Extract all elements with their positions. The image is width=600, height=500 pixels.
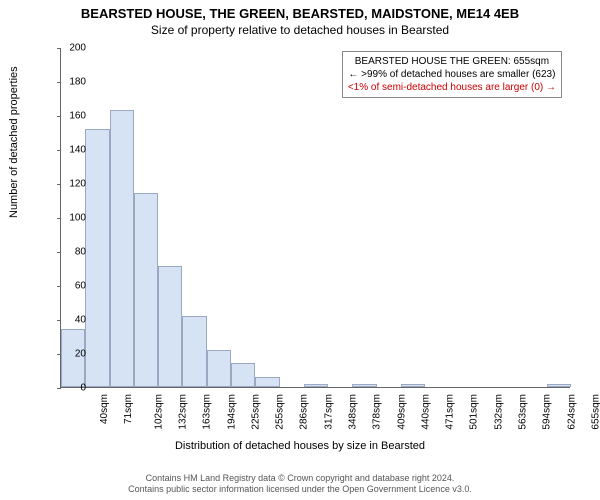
page-title: BEARSTED HOUSE, THE GREEN, BEARSTED, MAI…: [0, 0, 600, 21]
x-tick-label: 71sqm: [123, 394, 134, 424]
annotation-line-1: BEARSTED HOUSE THE GREEN: 655sqm: [348, 55, 556, 68]
x-tick-label: 594sqm: [542, 394, 553, 430]
x-tick-label: 471sqm: [445, 394, 456, 430]
chart-area: BEARSTED HOUSE THE GREEN: 655sqm ← >99% …: [60, 48, 570, 388]
x-tick-label: 501sqm: [469, 394, 480, 430]
x-tick-label: 194sqm: [226, 394, 237, 430]
x-tick-label: 409sqm: [396, 394, 407, 430]
histogram-bar: [352, 384, 376, 387]
x-tick-label: 440sqm: [420, 394, 431, 430]
histogram-bar: [134, 193, 158, 387]
histogram-bar: [182, 316, 206, 387]
subtitle: Size of property relative to detached ho…: [0, 23, 600, 37]
x-tick-label: 225sqm: [250, 394, 261, 430]
histogram-bar: [255, 377, 279, 387]
x-tick-label: 132sqm: [178, 394, 189, 430]
y-tick-label: 80: [56, 247, 86, 258]
y-tick-label: 140: [56, 145, 86, 156]
x-tick-label: 286sqm: [299, 394, 310, 430]
x-tick-label: 40sqm: [99, 394, 110, 424]
y-tick-label: 60: [56, 281, 86, 292]
y-tick-label: 120: [56, 179, 86, 190]
histogram-bar: [231, 363, 255, 387]
footer-line-2: Contains public sector information licen…: [0, 484, 600, 496]
annotation-line-2: ← >99% of detached houses are smaller (6…: [348, 68, 556, 81]
annotation-box: BEARSTED HOUSE THE GREEN: 655sqm ← >99% …: [342, 51, 562, 98]
x-tick-label: 163sqm: [202, 394, 213, 430]
histogram-bar: [401, 384, 425, 387]
x-tick-label: 532sqm: [493, 394, 504, 430]
histogram-bar: [158, 266, 182, 387]
x-tick-label: 624sqm: [566, 394, 577, 430]
histogram-bar: [547, 384, 571, 387]
y-tick-label: 160: [56, 111, 86, 122]
x-axis-label: Distribution of detached houses by size …: [0, 440, 600, 452]
annotation-line-3: <1% of semi-detached houses are larger (…: [348, 81, 556, 94]
y-tick-label: 200: [56, 43, 86, 54]
y-tick-label: 20: [56, 349, 86, 360]
histogram-bar: [304, 384, 328, 387]
footer: Contains HM Land Registry data © Crown c…: [0, 473, 600, 496]
x-tick-label: 317sqm: [323, 394, 334, 430]
x-tick-label: 563sqm: [518, 394, 529, 430]
y-tick-label: 40: [56, 315, 86, 326]
y-tick-label: 100: [56, 213, 86, 224]
y-tick-label: 0: [56, 383, 86, 394]
histogram-bar: [207, 350, 231, 387]
y-axis-label: Number of detached properties: [8, 66, 20, 218]
x-tick-label: 102sqm: [153, 394, 164, 430]
x-tick-label: 378sqm: [372, 394, 383, 430]
x-tick-label: 655sqm: [590, 394, 600, 430]
footer-line-1: Contains HM Land Registry data © Crown c…: [0, 473, 600, 485]
histogram-bar: [85, 129, 109, 387]
x-tick-label: 255sqm: [275, 394, 286, 430]
x-tick-label: 348sqm: [348, 394, 359, 430]
y-tick-label: 180: [56, 77, 86, 88]
histogram-bar: [110, 110, 134, 387]
